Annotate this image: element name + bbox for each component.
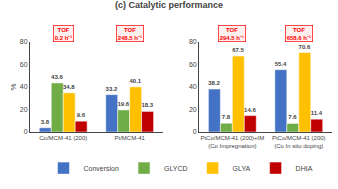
svg-text:40: 40 xyxy=(189,83,197,90)
svg-text:60: 60 xyxy=(189,61,197,68)
svg-text:33.2: 33.2 xyxy=(106,86,118,92)
svg-text:40.1: 40.1 xyxy=(129,78,141,84)
svg-text:80: 80 xyxy=(189,38,197,45)
svg-text:80: 80 xyxy=(20,38,28,45)
svg-text:40: 40 xyxy=(20,83,28,90)
svg-text:7.8: 7.8 xyxy=(222,114,231,120)
svg-text:TOF294.5 h⁻¹: TOF294.5 h⁻¹ xyxy=(220,27,244,41)
svg-text:(c) Catalytic performance: (c) Catalytic performance xyxy=(115,0,223,10)
svg-text:34.8: 34.8 xyxy=(63,84,75,90)
svg-text:3.8: 3.8 xyxy=(41,119,50,125)
svg-text:0: 0 xyxy=(193,128,197,135)
svg-text:%: % xyxy=(9,83,18,90)
svg-text:TOF0.2 h⁻¹: TOF0.2 h⁻¹ xyxy=(55,27,73,41)
svg-text:DHIA: DHIA xyxy=(296,165,313,172)
svg-text:Conversion: Conversion xyxy=(84,165,120,172)
svg-text:PtCo/MCM-41 (200)+IM(Co Impreg: PtCo/MCM-41 (200)+IM(Co Impregnation) xyxy=(200,135,264,149)
svg-text:Co/MCM-41 (200): Co/MCM-41 (200) xyxy=(39,135,87,141)
svg-text:TOF248.5 h⁻¹: TOF248.5 h⁻¹ xyxy=(118,27,142,41)
svg-text:67.5: 67.5 xyxy=(232,47,244,53)
svg-text:0: 0 xyxy=(24,128,28,135)
svg-text:14.6: 14.6 xyxy=(244,107,256,113)
svg-text:9.6: 9.6 xyxy=(77,112,86,118)
svg-text:GLYA: GLYA xyxy=(233,165,251,172)
svg-text:20: 20 xyxy=(20,106,28,113)
svg-text:GLYCD: GLYCD xyxy=(164,165,188,172)
svg-text:PtCo/MCM-41 (200)(Co In situ d: PtCo/MCM-41 (200)(Co In situ doping) xyxy=(272,135,326,149)
svg-text:60: 60 xyxy=(20,61,28,68)
svg-text:18.3: 18.3 xyxy=(141,102,153,108)
svg-text:11.4: 11.4 xyxy=(311,110,323,116)
svg-text:38.2: 38.2 xyxy=(208,80,220,86)
svg-text:20: 20 xyxy=(189,106,197,113)
svg-text:Pt/MCM-41: Pt/MCM-41 xyxy=(114,135,145,141)
svg-text:19.6: 19.6 xyxy=(118,101,130,107)
svg-text:55.4: 55.4 xyxy=(275,61,287,67)
svg-text:43.6: 43.6 xyxy=(51,74,63,80)
svg-text:7.6: 7.6 xyxy=(288,114,297,120)
svg-text:TOF658.6 h⁻¹: TOF658.6 h⁻¹ xyxy=(287,27,311,41)
svg-text:70.6: 70.6 xyxy=(299,44,311,50)
